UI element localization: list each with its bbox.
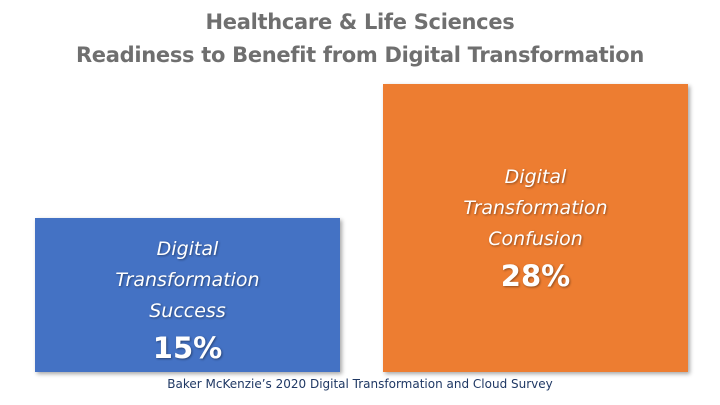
bar-value-label: 15% (152, 330, 223, 365)
chart-subtitle: Readiness to Benefit from Digital Transf… (75, 43, 645, 67)
bar-label: Digital Transformation Confusion (463, 165, 608, 250)
bar-value-label: 28% (500, 258, 571, 293)
bar-label: Digital Transformation Success (115, 237, 260, 322)
bar-2: Digital Transformation Confusion 28% (383, 83, 688, 372)
bar-1: Digital Transformation Success 15% (35, 217, 340, 372)
source-note: Baker McKenzie’s 2020 Digital Transforma… (167, 377, 553, 391)
chart-title: Healthcare & Life Sciences (205, 10, 515, 34)
